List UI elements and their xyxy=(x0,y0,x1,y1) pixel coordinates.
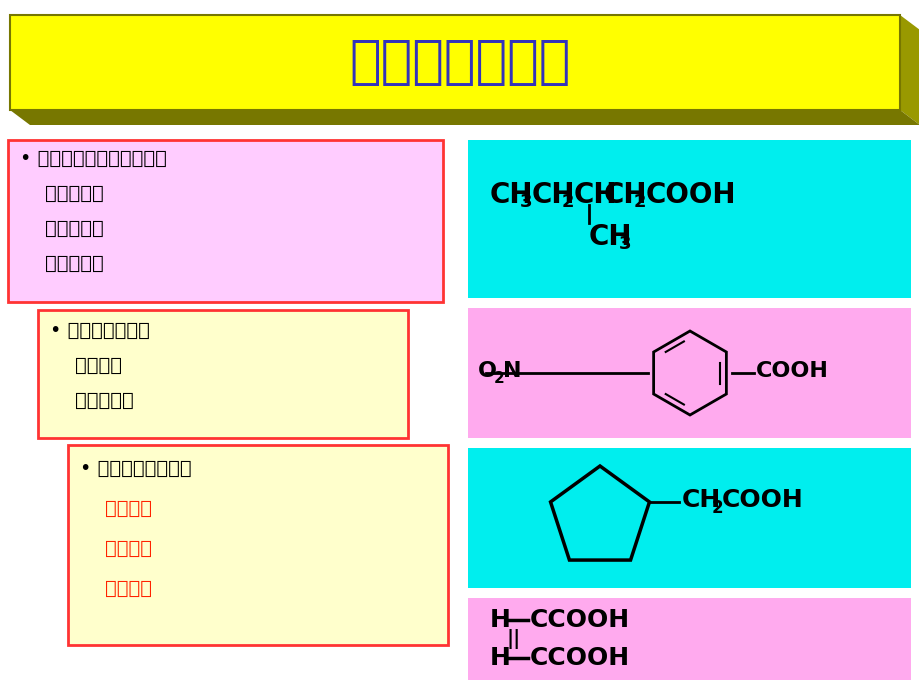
FancyBboxPatch shape xyxy=(468,448,910,588)
FancyBboxPatch shape xyxy=(468,308,910,438)
Text: H: H xyxy=(490,646,510,670)
Text: 2: 2 xyxy=(710,499,722,517)
FancyBboxPatch shape xyxy=(38,310,407,438)
FancyBboxPatch shape xyxy=(468,598,910,680)
Text: 三元羧酸: 三元羧酸 xyxy=(80,578,152,598)
Text: 不饱和羧酸: 不饱和羧酸 xyxy=(50,391,133,409)
FancyBboxPatch shape xyxy=(10,15,899,110)
Text: 2: 2 xyxy=(633,193,646,211)
Text: N: N xyxy=(503,361,521,381)
Text: 2: 2 xyxy=(562,193,573,211)
Text: CH: CH xyxy=(681,488,720,512)
Text: CH: CH xyxy=(573,181,617,209)
Text: 2: 2 xyxy=(494,371,505,386)
FancyBboxPatch shape xyxy=(68,445,448,645)
Text: H: H xyxy=(490,608,510,632)
Text: CCOOH: CCOOH xyxy=(529,646,630,670)
FancyBboxPatch shape xyxy=(468,140,910,298)
Text: CH: CH xyxy=(588,223,632,251)
Text: 饱和羧酸: 饱和羧酸 xyxy=(50,355,122,375)
Text: COOH: COOH xyxy=(755,361,828,381)
Text: • 按羧基所连接的烃基种类: • 按羧基所连接的烃基种类 xyxy=(20,148,166,168)
Polygon shape xyxy=(10,110,919,125)
Text: 二元羧酸: 二元羧酸 xyxy=(80,538,152,558)
Polygon shape xyxy=(899,15,919,125)
Text: 羧酸及其衍生物: 羧酸及其衍生物 xyxy=(349,36,570,88)
Text: 3: 3 xyxy=(519,193,532,211)
Text: 3: 3 xyxy=(618,235,630,253)
Text: • 按烃基是否饱和: • 按烃基是否饱和 xyxy=(50,320,150,339)
Text: O: O xyxy=(478,361,496,381)
Text: COOH: COOH xyxy=(720,488,802,512)
Text: CH: CH xyxy=(604,181,647,209)
Text: COOH: COOH xyxy=(645,181,736,209)
Text: 脂环族羧酸: 脂环族羧酸 xyxy=(20,219,104,237)
Text: CH: CH xyxy=(490,181,533,209)
Text: 芳香族羧酸: 芳香族羧酸 xyxy=(20,253,104,273)
Text: CH: CH xyxy=(531,181,575,209)
Text: CCOOH: CCOOH xyxy=(529,608,630,632)
Text: 一元羧酸: 一元羧酸 xyxy=(80,498,152,518)
Text: 脂肪族羧酸: 脂肪族羧酸 xyxy=(20,184,104,202)
FancyBboxPatch shape xyxy=(8,140,443,302)
Text: ||: || xyxy=(506,629,520,649)
Text: • 按所含羧基的数目: • 按所含羧基的数目 xyxy=(80,458,191,477)
